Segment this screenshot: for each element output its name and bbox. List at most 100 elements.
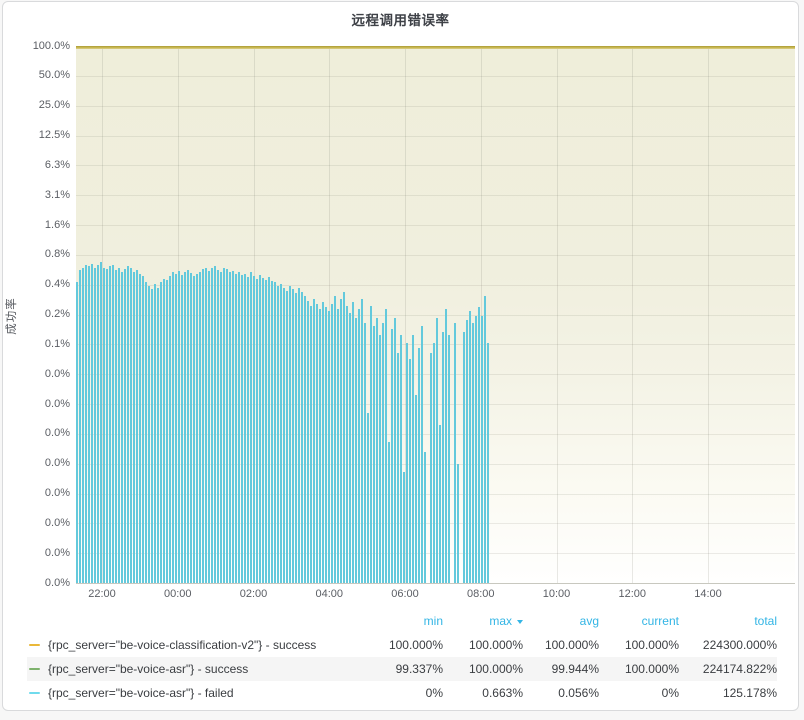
bar[interactable] [370, 305, 373, 583]
bar[interactable] [193, 275, 196, 583]
bar[interactable] [289, 285, 292, 583]
bar[interactable] [106, 269, 109, 583]
bar[interactable] [361, 298, 364, 583]
bar[interactable] [385, 309, 388, 583]
legend-series-label[interactable]: {rpc_server="be-voice-asr"} - success [48, 662, 249, 676]
bar[interactable] [484, 296, 487, 583]
bar[interactable] [292, 289, 295, 583]
bar[interactable] [487, 343, 490, 583]
bar[interactable] [304, 296, 307, 583]
bar[interactable] [133, 271, 136, 583]
bar[interactable] [235, 274, 238, 583]
bar[interactable] [247, 276, 250, 583]
bar[interactable] [217, 269, 220, 583]
bar[interactable] [379, 335, 382, 583]
bar[interactable] [187, 269, 190, 583]
bar[interactable] [466, 320, 469, 583]
bar[interactable] [280, 283, 283, 583]
bar[interactable] [139, 274, 142, 583]
bar[interactable] [181, 274, 184, 583]
bar[interactable] [238, 271, 241, 583]
bar[interactable] [97, 265, 100, 583]
bar[interactable] [328, 311, 331, 583]
bar[interactable] [142, 275, 145, 583]
plot-area[interactable] [76, 46, 795, 584]
bar[interactable] [196, 274, 199, 583]
bar[interactable] [394, 318, 397, 583]
bar[interactable] [127, 266, 130, 583]
bar[interactable] [403, 472, 406, 583]
legend-sort-header-avg[interactable]: avg [579, 614, 599, 628]
bar[interactable] [391, 328, 394, 583]
bar[interactable] [382, 323, 385, 583]
bar[interactable] [343, 291, 346, 583]
bar[interactable] [124, 269, 127, 583]
bar[interactable] [151, 289, 154, 583]
bar[interactable] [154, 283, 157, 583]
bar[interactable] [337, 309, 340, 583]
legend-sort-header-max[interactable]: max [443, 614, 523, 628]
bar[interactable] [457, 464, 460, 583]
bar[interactable] [298, 288, 301, 583]
bar[interactable] [115, 269, 118, 583]
legend-series-label[interactable]: {rpc_server="be-voice-classification-v2"… [48, 638, 317, 652]
bar[interactable] [91, 264, 94, 583]
bar[interactable] [232, 270, 235, 583]
bar[interactable] [412, 335, 415, 583]
bar[interactable] [454, 323, 457, 583]
bar[interactable] [283, 288, 286, 583]
legend-sort-header-current[interactable]: current [641, 614, 679, 628]
bar[interactable] [94, 268, 97, 583]
bar[interactable] [307, 300, 310, 583]
bar[interactable] [388, 442, 391, 583]
bar[interactable] [418, 347, 421, 583]
bar[interactable] [424, 452, 427, 583]
bar[interactable] [109, 266, 112, 583]
bar[interactable] [178, 270, 181, 583]
bar[interactable] [100, 262, 103, 583]
bar[interactable] [334, 296, 337, 583]
bar[interactable] [130, 268, 133, 583]
bar[interactable] [241, 274, 244, 583]
bar[interactable] [184, 271, 187, 583]
bar[interactable] [76, 281, 79, 583]
bar[interactable] [400, 335, 403, 583]
bar[interactable] [430, 352, 433, 583]
bar[interactable] [274, 281, 277, 583]
bar[interactable] [376, 318, 379, 583]
bar[interactable] [421, 325, 424, 583]
bar[interactable] [286, 290, 289, 583]
bar[interactable] [253, 275, 256, 583]
bar[interactable] [409, 358, 412, 583]
bar[interactable] [136, 269, 139, 583]
bar[interactable] [346, 305, 349, 583]
bar[interactable] [226, 269, 229, 583]
bar[interactable] [448, 335, 451, 583]
bar[interactable] [277, 285, 280, 583]
bar[interactable] [316, 303, 319, 583]
bar[interactable] [121, 272, 124, 583]
bar[interactable] [175, 274, 178, 583]
bar[interactable] [211, 268, 214, 583]
bar[interactable] [472, 323, 475, 583]
bar[interactable] [325, 307, 328, 583]
bar[interactable] [313, 298, 316, 583]
bar[interactable] [205, 267, 208, 583]
bar[interactable] [223, 267, 226, 583]
bar[interactable] [415, 395, 418, 583]
bar[interactable] [340, 298, 343, 583]
bar[interactable] [352, 302, 355, 583]
bar[interactable] [322, 302, 325, 583]
bar[interactable] [85, 264, 88, 583]
bar[interactable] [463, 332, 466, 583]
bar[interactable] [169, 275, 172, 583]
bar[interactable] [157, 288, 160, 583]
bar[interactable] [262, 277, 265, 583]
legend-sort-header-min[interactable]: min [423, 614, 443, 628]
bar[interactable] [112, 264, 115, 583]
bar[interactable] [244, 274, 247, 583]
bar[interactable] [265, 279, 268, 583]
bar[interactable] [271, 280, 274, 583]
bar[interactable] [82, 267, 85, 583]
bar[interactable] [103, 267, 106, 583]
